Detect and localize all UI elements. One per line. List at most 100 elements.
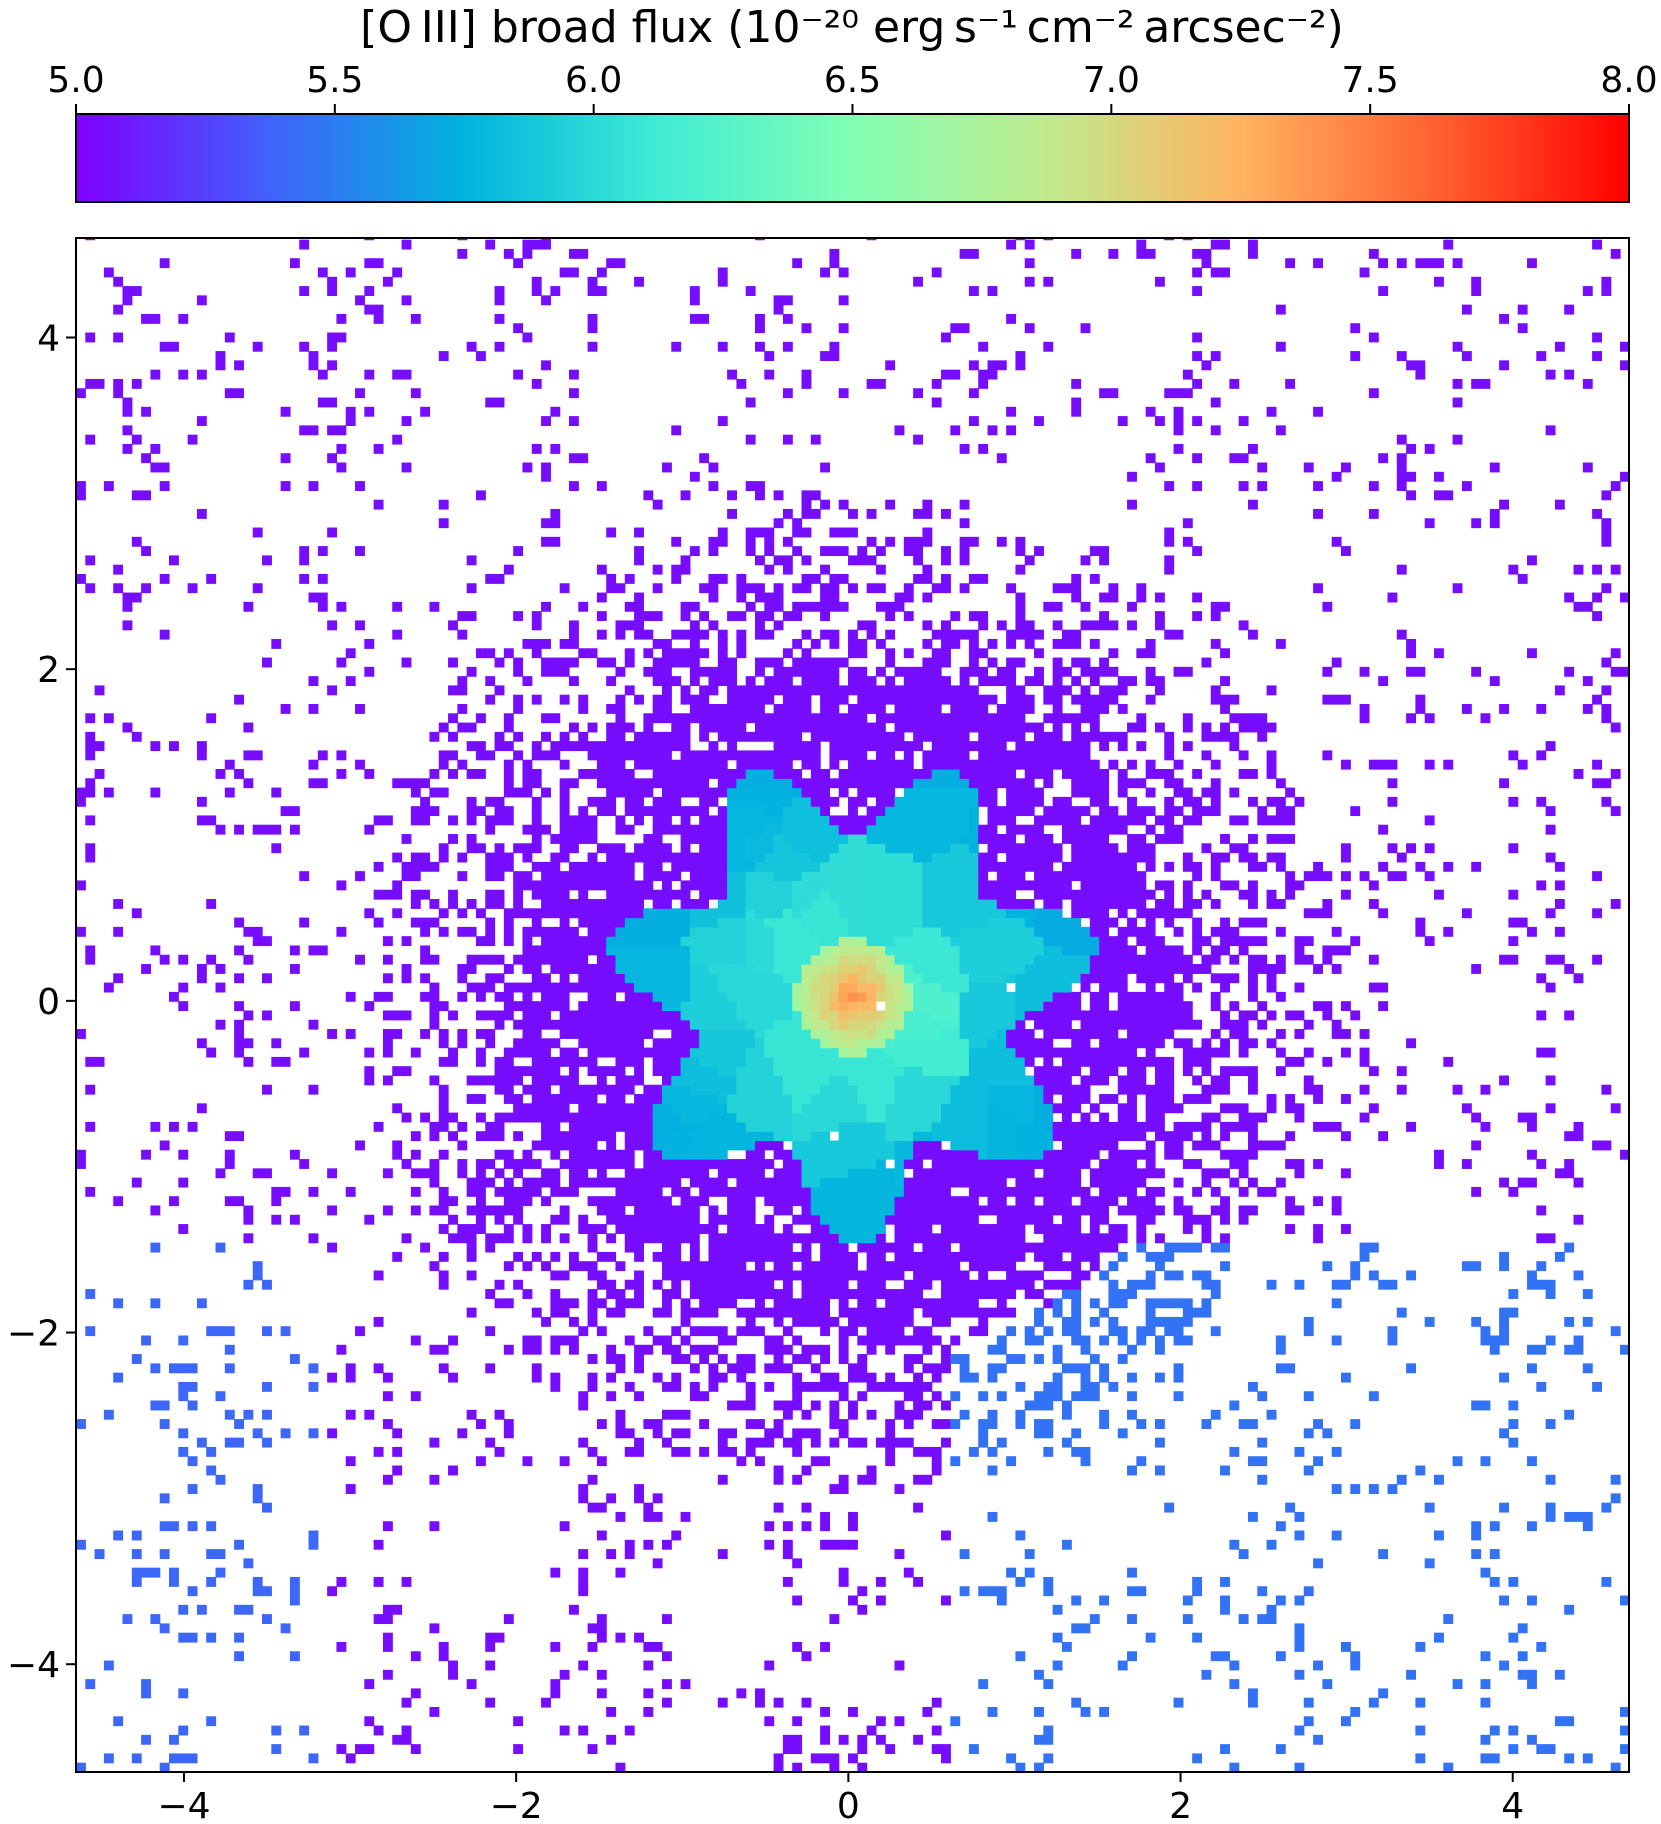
map-spaxel xyxy=(689,926,700,937)
map-spaxel xyxy=(671,917,682,928)
map-spaxel xyxy=(587,1641,598,1652)
map-spaxel xyxy=(578,982,589,993)
map-spaxel xyxy=(848,1307,858,1318)
map-spaxel xyxy=(727,1047,737,1058)
map-spaxel xyxy=(745,871,756,882)
map-spaxel xyxy=(727,1056,737,1067)
map-spaxel xyxy=(727,1270,737,1281)
map-spaxel xyxy=(289,824,300,835)
map-spaxel xyxy=(773,1697,784,1708)
map-spaxel xyxy=(448,1233,458,1244)
map-spaxel xyxy=(689,973,700,984)
map-spaxel xyxy=(652,638,663,649)
map-spaxel xyxy=(875,787,886,798)
map-spaxel xyxy=(680,1679,691,1690)
map-spaxel xyxy=(615,1632,626,1643)
map-spaxel xyxy=(438,1001,449,1012)
map-spaxel xyxy=(959,741,970,752)
map-spaxel xyxy=(745,1140,756,1151)
map-spaxel xyxy=(885,1029,896,1039)
map-spaxel xyxy=(838,834,849,844)
map-spaxel xyxy=(875,1177,886,1188)
map-spaxel xyxy=(913,1168,924,1179)
map-spaxel xyxy=(680,1131,691,1142)
map-spaxel xyxy=(541,871,551,882)
map-spaxel xyxy=(838,1242,849,1253)
map-spaxel xyxy=(959,945,970,956)
map-spaxel xyxy=(671,564,682,575)
map-spaxel xyxy=(913,703,924,714)
map-spaxel xyxy=(727,1251,737,1262)
map-spaxel xyxy=(652,1335,663,1346)
map-spaxel xyxy=(131,286,142,296)
map-spaxel xyxy=(922,1084,933,1095)
map-spaxel xyxy=(438,351,449,361)
map-spaxel xyxy=(773,954,784,965)
map-spaxel xyxy=(996,750,1007,761)
map-spaxel xyxy=(875,1196,886,1207)
map-spaxel xyxy=(410,778,421,789)
map-spaxel xyxy=(150,945,161,956)
map-spaxel xyxy=(996,731,1007,742)
map-spaxel xyxy=(913,954,924,965)
map-spaxel xyxy=(941,1437,951,1448)
map-spaxel xyxy=(950,638,961,649)
map-spaxel xyxy=(206,1521,217,1532)
map-spaxel xyxy=(978,648,989,659)
map-spaxel xyxy=(987,741,998,752)
map-spaxel xyxy=(485,750,496,761)
map-spaxel xyxy=(271,1196,282,1207)
map-spaxel xyxy=(773,583,784,594)
map-spaxel xyxy=(615,871,626,882)
map-spaxel xyxy=(541,1047,551,1058)
map-spaxel xyxy=(717,722,728,733)
map-spaxel xyxy=(522,1289,533,1299)
map-spaxel xyxy=(792,899,803,909)
map-spaxel xyxy=(671,536,682,547)
map-spaxel xyxy=(978,703,989,714)
map-spaxel xyxy=(903,741,914,752)
map-spaxel xyxy=(755,481,765,491)
map-spaxel xyxy=(968,1094,979,1104)
map-spaxel xyxy=(913,676,924,687)
map-spaxel xyxy=(931,917,942,928)
map-spaxel xyxy=(922,1474,933,1485)
map-spaxel xyxy=(987,806,998,817)
map-spaxel xyxy=(820,1344,831,1355)
map-spaxel xyxy=(903,917,914,928)
map-spaxel xyxy=(661,1233,672,1244)
map-spaxel xyxy=(885,796,896,807)
map-spaxel xyxy=(736,1233,747,1244)
map-spaxel xyxy=(689,954,700,965)
map-spaxel xyxy=(531,1103,542,1114)
map-spaxel xyxy=(987,1196,998,1207)
map-spaxel xyxy=(978,1103,989,1114)
map-spaxel xyxy=(894,1168,905,1179)
map-spaxel xyxy=(987,861,998,872)
map-spaxel xyxy=(578,1586,589,1597)
map-spaxel xyxy=(968,843,979,854)
map-spaxel xyxy=(866,787,877,798)
map-spaxel xyxy=(466,1224,477,1234)
map-spaxel xyxy=(513,1103,524,1114)
map-spaxel xyxy=(708,945,719,956)
map-spaxel xyxy=(652,1205,663,1216)
map-spaxel xyxy=(782,1047,793,1058)
map-spaxel xyxy=(820,778,831,789)
map-spaxel xyxy=(829,1205,840,1216)
map-spaxel xyxy=(987,1419,998,1429)
map-spaxel xyxy=(85,1289,96,1299)
map-spaxel xyxy=(820,1047,831,1058)
map-spaxel xyxy=(727,1224,737,1234)
map-spaxel xyxy=(764,564,775,575)
map-spaxel xyxy=(792,1186,803,1197)
map-spaxel xyxy=(792,703,803,714)
map-spaxel xyxy=(568,388,579,399)
map-spaxel xyxy=(885,713,896,724)
map-spaxel xyxy=(196,796,207,807)
map-spaxel xyxy=(801,1261,812,1272)
map-spaxel xyxy=(606,1177,617,1188)
map-spaxel xyxy=(755,713,765,724)
map-spaxel xyxy=(736,843,747,854)
map-spaxel xyxy=(968,769,979,779)
